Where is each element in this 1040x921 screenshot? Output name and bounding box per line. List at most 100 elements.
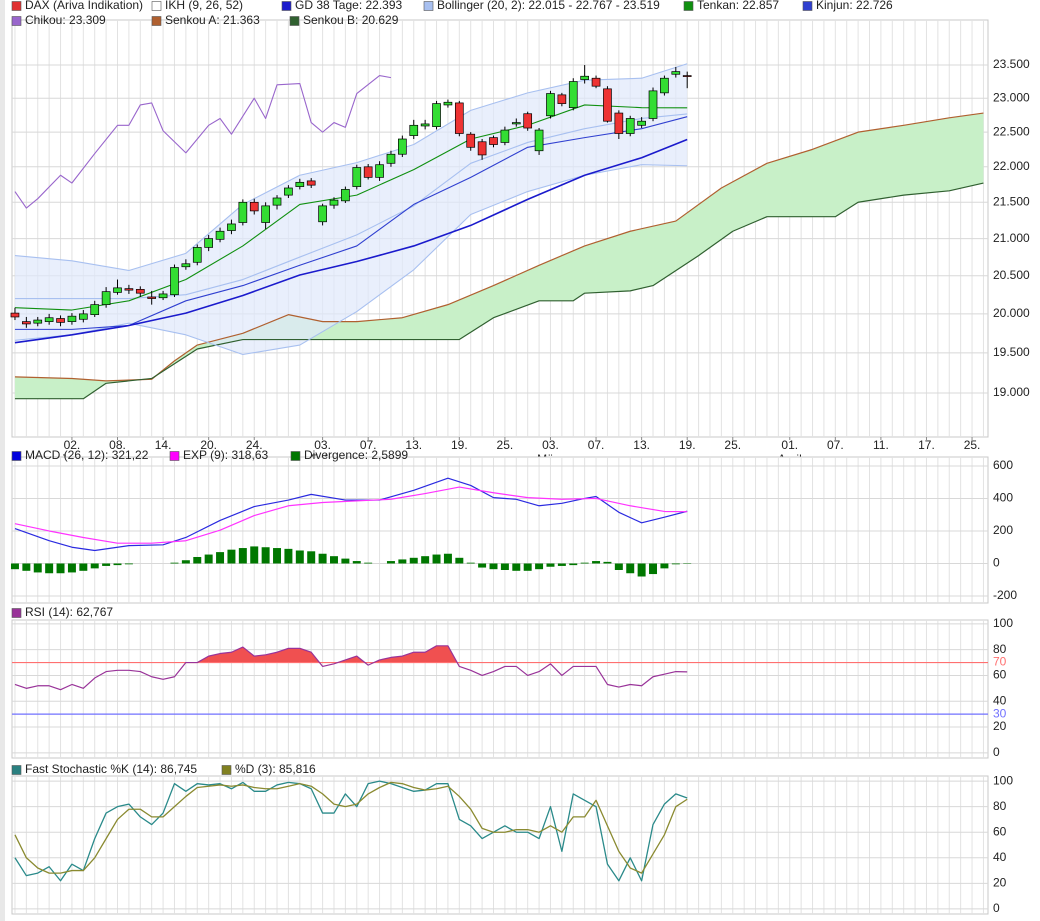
y-tick-label: 400 bbox=[993, 491, 1013, 505]
candle-body bbox=[534, 129, 544, 152]
histogram-bar bbox=[637, 563, 646, 577]
candle-body bbox=[56, 318, 65, 323]
candle-body bbox=[557, 94, 567, 104]
histogram-bar bbox=[386, 561, 395, 564]
candle-body bbox=[591, 77, 601, 87]
candle-body bbox=[44, 317, 54, 322]
x-tick-label: 11. bbox=[873, 438, 889, 452]
histogram-bar bbox=[592, 561, 601, 564]
x-tick-label: 03. bbox=[542, 438, 559, 452]
candle-body bbox=[192, 247, 202, 263]
candle-body bbox=[489, 137, 498, 145]
histogram-bar bbox=[409, 557, 418, 564]
rsi-line bbox=[14, 645, 688, 691]
candle-body bbox=[454, 102, 464, 134]
candle-body bbox=[363, 166, 373, 178]
left-strip bbox=[0, 0, 5, 921]
candle-body bbox=[398, 138, 407, 155]
candle-body bbox=[113, 287, 122, 293]
x-tick-label: 25. bbox=[497, 438, 514, 452]
histogram-bar bbox=[421, 556, 430, 564]
candle-body bbox=[306, 180, 316, 186]
legend-label: MACD (26, 12): 321,22 bbox=[25, 448, 149, 462]
candle-body bbox=[648, 90, 658, 119]
legend-label: DAX (Ariva Indikation) bbox=[25, 0, 143, 12]
candle-body bbox=[511, 122, 521, 125]
histogram-bar bbox=[398, 559, 407, 564]
candle-body bbox=[580, 75, 589, 80]
senkou-b-line bbox=[14, 182, 984, 400]
candle-body bbox=[375, 164, 384, 178]
candle-body bbox=[284, 187, 293, 196]
x-tick-label: 02. bbox=[64, 438, 81, 452]
histogram-bar bbox=[569, 563, 578, 566]
legend-label: Kinjun: 22.726 bbox=[816, 0, 893, 12]
legend-swatch bbox=[151, 16, 162, 26]
histogram-bar bbox=[478, 563, 487, 568]
y-tick-label: 80 bbox=[993, 642, 1007, 656]
histogram-bar bbox=[216, 552, 225, 564]
x-tick-label: 19. bbox=[451, 438, 468, 452]
candle-body bbox=[295, 181, 305, 187]
histogram-bar bbox=[113, 563, 122, 566]
histogram-bar bbox=[455, 557, 464, 564]
x-tick-label: 25. bbox=[964, 438, 981, 452]
histogram-bar bbox=[557, 563, 566, 566]
candle-body bbox=[147, 296, 157, 299]
legend-label: Fast Stochastic %K (14): 86,745 bbox=[25, 762, 197, 776]
y-tick-label: 600 bbox=[993, 458, 1013, 472]
legend-swatch bbox=[221, 765, 232, 775]
histogram-bar bbox=[193, 556, 202, 564]
legend-swatch bbox=[11, 16, 22, 26]
candle-body bbox=[10, 312, 20, 318]
candle-body bbox=[603, 88, 612, 122]
macd-line bbox=[14, 477, 688, 552]
legend-label: GD 38 Tage: 22.393 bbox=[295, 0, 403, 12]
candle-body bbox=[170, 267, 179, 296]
histogram-bar bbox=[614, 563, 623, 570]
histogram-bar bbox=[603, 561, 612, 564]
candle-body bbox=[409, 124, 419, 136]
legend-swatch bbox=[281, 1, 292, 11]
legend-label: EXP (9): 318,63 bbox=[183, 448, 268, 462]
y-tick-label: 80 bbox=[993, 799, 1007, 813]
histogram-bar bbox=[580, 562, 589, 564]
legend-swatch bbox=[11, 451, 22, 461]
y-tick-label: 21.000 bbox=[993, 231, 1030, 245]
x-tick-label: 08. bbox=[109, 438, 126, 452]
x-tick-label: 14. bbox=[155, 438, 172, 452]
histogram-bar bbox=[181, 560, 190, 564]
histogram-bar bbox=[500, 563, 509, 570]
x-tick-label: 25. bbox=[724, 438, 741, 452]
y-tick-label: 0 bbox=[993, 901, 1000, 915]
bollinger-middle bbox=[14, 113, 688, 300]
candle-body bbox=[204, 238, 213, 248]
legend-swatch bbox=[11, 1, 22, 11]
y-tick-label: -200 bbox=[993, 588, 1017, 602]
y-tick-label: 20.500 bbox=[993, 268, 1030, 282]
histogram-bar bbox=[364, 562, 373, 564]
candle-body bbox=[33, 319, 43, 324]
candle-body bbox=[341, 189, 350, 202]
candle-body bbox=[135, 289, 145, 294]
histogram-bar bbox=[295, 550, 304, 564]
histogram-bar bbox=[22, 563, 31, 571]
legend-label: Bollinger (20, 2): 22.015 - 22.767 - 23.… bbox=[437, 0, 660, 12]
candle-body bbox=[329, 199, 339, 206]
histogram-bar bbox=[33, 563, 42, 573]
candle-body bbox=[249, 201, 259, 212]
candle-body bbox=[671, 71, 681, 75]
x-tick-label: 13. bbox=[633, 438, 650, 452]
histogram-bar bbox=[330, 556, 338, 564]
histogram-bar bbox=[250, 546, 259, 564]
histogram-bar bbox=[273, 548, 282, 564]
y-tick-label: 0 bbox=[993, 556, 1000, 570]
histogram-bar bbox=[170, 562, 179, 564]
x-tick-label: 24. bbox=[246, 438, 263, 452]
candle-body bbox=[443, 101, 453, 106]
y-tick-label: 23.000 bbox=[993, 90, 1030, 104]
candle-body bbox=[78, 313, 88, 320]
legend-swatch bbox=[290, 451, 301, 461]
histogram-bar bbox=[523, 563, 532, 571]
candle-body bbox=[272, 197, 282, 206]
